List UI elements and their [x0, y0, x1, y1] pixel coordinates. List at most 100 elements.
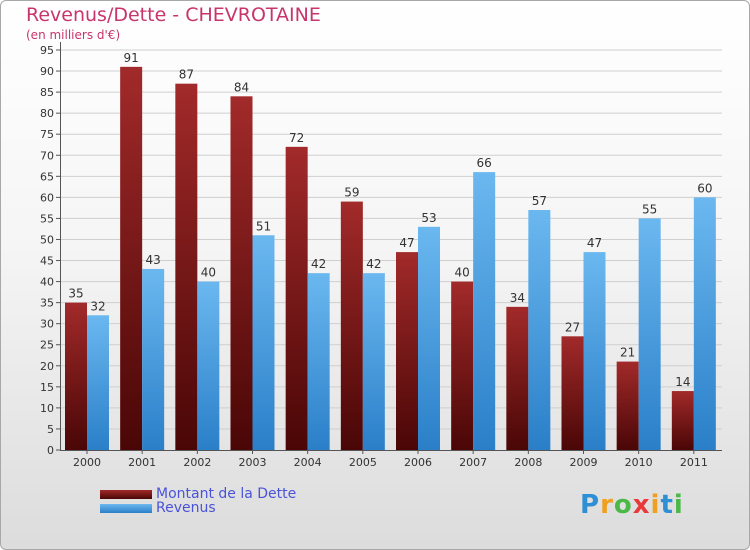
bar-revenue: [87, 315, 109, 450]
data-label: 21: [620, 346, 635, 360]
y-tick-label: 35: [40, 297, 54, 310]
data-label: 66: [477, 156, 492, 170]
bar-debt: [671, 391, 694, 450]
data-label: 14: [675, 375, 690, 389]
data-label: 57: [532, 194, 547, 208]
legend-swatch-revenue: [100, 503, 152, 513]
data-label: 34: [510, 291, 525, 305]
y-tick-label: 5: [47, 423, 54, 436]
x-tick-label: 2000: [73, 456, 101, 469]
data-label: 32: [90, 299, 105, 313]
bar-debt: [561, 336, 584, 450]
x-tick-label: 2008: [514, 456, 542, 469]
proxiti-logo: Proxiti: [580, 490, 684, 520]
bar-debt: [175, 83, 198, 451]
bar-revenue: [197, 281, 220, 450]
x-tick-label: 2006: [404, 456, 432, 469]
grid-lines: [60, 49, 722, 430]
bar-debt: [340, 201, 363, 450]
chart-subtitle: (en milliers d'€): [26, 28, 121, 42]
bar-debt: [616, 361, 639, 450]
y-tick-label: 85: [40, 86, 54, 99]
x-tick-label: 2007: [459, 456, 487, 469]
data-label: 43: [146, 253, 161, 267]
x-tick-label: 2001: [128, 456, 156, 469]
legend-label-debt: Montant de la Dette: [156, 486, 297, 502]
bar-revenue: [252, 235, 275, 450]
bar-debt: [120, 66, 143, 450]
data-labels: 35 32 91 43 87 40 84 51 72 42 59 42 47 53 40 66 34 57 27 47…: [68, 51, 712, 389]
y-axis-ticks: 0 5 10 15 20 25 30 35 40 45 50 55 60 65 70 75 80 85 90 95: [40, 44, 60, 457]
y-tick-label: 50: [40, 233, 54, 246]
data-label: 40: [201, 266, 216, 280]
data-label: 51: [256, 219, 271, 233]
bar-debt: [285, 146, 308, 450]
data-label: 55: [642, 202, 657, 216]
x-tick-label: 2002: [183, 456, 211, 469]
y-tick-label: 95: [40, 44, 54, 57]
x-axis-ticks: 2000 2001 2002 2003 2004 2005 2006 2007 2008 2009…: [73, 450, 708, 469]
y-tick-label: 75: [40, 128, 54, 141]
data-label: 87: [179, 68, 194, 82]
bar-revenue: [307, 273, 330, 450]
bar-debt: [396, 252, 418, 450]
legend-item-revenue: Revenus: [100, 500, 216, 516]
logo-letter: o: [613, 490, 633, 520]
data-label: 47: [587, 236, 602, 250]
bars: [65, 66, 716, 451]
x-tick-label: 2005: [349, 456, 377, 469]
x-tick-label: 2011: [680, 456, 708, 469]
data-label: 27: [565, 320, 580, 334]
bar-revenue: [583, 252, 606, 450]
bar-revenue: [473, 172, 496, 450]
data-label: 60: [697, 181, 712, 195]
bar-debt: [230, 96, 253, 450]
y-tick-label: 55: [40, 212, 54, 225]
data-label: 42: [366, 257, 381, 271]
logo-letter: x: [632, 490, 651, 520]
x-tick-label: 2009: [570, 456, 598, 469]
data-label: 84: [234, 80, 249, 94]
y-tick-label: 65: [40, 170, 54, 183]
logo-letter: r: [600, 490, 614, 520]
bar-revenue: [528, 210, 551, 450]
y-tick-label: 30: [40, 318, 54, 331]
y-tick-label: 40: [40, 276, 54, 289]
data-label: 47: [399, 236, 414, 250]
bar-revenue: [638, 218, 661, 450]
y-tick-label: 15: [40, 381, 54, 394]
data-label: 72: [289, 131, 304, 145]
bar-revenue: [418, 226, 440, 450]
data-label: 35: [68, 287, 83, 301]
bar-revenue: [693, 197, 716, 450]
y-tick-label: 90: [40, 65, 54, 78]
bar-debt: [506, 306, 529, 450]
data-label: 42: [311, 257, 326, 271]
y-tick-label: 20: [40, 360, 54, 373]
y-tick-label: 70: [40, 149, 54, 162]
data-label: 53: [421, 211, 436, 225]
x-tick-label: 2003: [239, 456, 267, 469]
y-tick-label: 10: [40, 402, 54, 415]
y-tick-label: 0: [47, 444, 54, 457]
legend-swatch-debt: [100, 489, 152, 499]
y-tick-label: 60: [40, 191, 54, 204]
x-tick-label: 2010: [625, 456, 653, 469]
y-tick-label: 45: [40, 255, 54, 268]
bar-revenue: [142, 268, 165, 450]
bar-debt: [65, 302, 87, 450]
legend-label-revenue: Revenus: [156, 500, 216, 516]
y-tick-label: 25: [40, 339, 54, 352]
bar-debt: [451, 281, 474, 450]
bar-revenue: [362, 273, 385, 450]
data-label: 40: [455, 266, 470, 280]
chart-title: Revenus/Dette - CHEVROTAINE: [26, 4, 321, 26]
logo-letter: P: [580, 490, 601, 520]
legend-item-debt: Montant de la Dette: [100, 486, 296, 502]
logo-letter: i: [650, 490, 661, 520]
logo-letter: t: [660, 490, 674, 520]
x-tick-label: 2004: [294, 456, 322, 469]
data-label: 59: [344, 186, 359, 200]
data-label: 91: [124, 51, 139, 65]
